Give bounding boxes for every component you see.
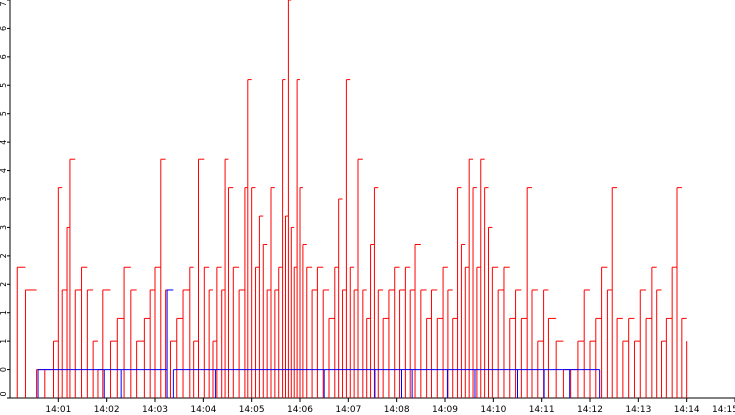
y-tick-label: 7 [0,1,8,6]
x-tick-label: 14:01 [45,405,71,415]
y-tick-label: 1 [0,339,8,344]
x-tick-label: 14:04 [190,405,216,415]
series-bars [16,0,688,398]
x-tick-label: 14:10 [480,405,506,415]
y-tick-label: 5 [0,111,8,116]
x-tick-label: 14:14 [674,405,700,415]
x-tick-label: 14:09 [432,405,458,415]
y-tick-label: 5 [0,83,8,88]
y-tick-label: 3 [0,225,8,230]
y-tick-label: 2 [0,282,8,287]
x-tick-label: 14:08 [384,405,410,415]
x-tick-label: 14:13 [625,405,651,415]
y-tick-label: 6 [0,54,8,59]
x-tick-label: 14:03 [142,405,168,415]
y-tick-label: 3 [0,196,8,201]
x-tick-label: 14:11 [529,405,555,415]
y-tick-label: 0 [0,391,8,396]
series-blue [37,289,601,398]
x-tick-label: 14:07 [335,405,361,415]
y-tick-label: 4 [0,140,8,145]
y-tick-label: 6 [0,26,8,31]
y-tick-label: 1 [0,310,8,315]
series-red [16,0,688,398]
x-tick-label: 14:15 [712,405,735,415]
x-axis: 14:01 14:02 14:03 14:04 14:05 14:06 14:07 14:08… [10,397,735,415]
y-tick-label: 0 [0,367,8,372]
x-tick-label: 14:05 [239,405,265,415]
x-tick-label: 14:02 [94,405,120,415]
x-tick-label: 14:12 [577,405,603,415]
x-tick-label: 14:06 [287,405,313,415]
y-tick-label: 2 [0,253,8,258]
y-axis: 0 0 1 1 2 2 3 3 4 4 5 5 6 6 7 [0,0,11,399]
y-tick-label: 4 [0,168,8,173]
